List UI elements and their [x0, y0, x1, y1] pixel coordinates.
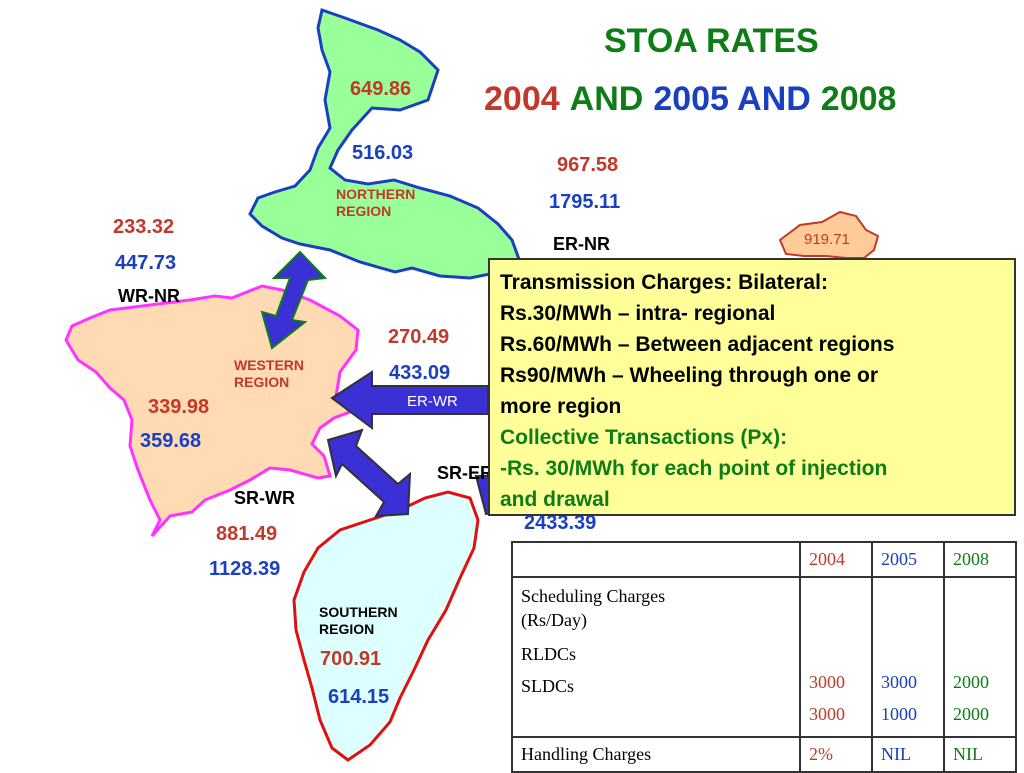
sr-wr-label: SR-WR	[234, 488, 295, 508]
southern-region-label: SOUTHERN REGION	[319, 604, 398, 638]
rldc-2004: 3000	[809, 672, 845, 692]
charges-table: 2004 2005 2008 Scheduling Charges (Rs/Da…	[511, 541, 1017, 773]
title-year-2008: 2008	[820, 80, 897, 118]
infobox-line-7: -Rs. 30/MWh for each point of injection	[500, 457, 888, 480]
handling-label: Handling Charges	[511, 736, 801, 773]
sldc-2004: 3000	[809, 704, 845, 724]
infobox-line-3: Rs.60/MWh – Between adjacent regions	[500, 333, 895, 356]
scheduling-2004-cell: 3000 3000	[799, 576, 873, 738]
transmission-charges-box: Transmission Charges: Bilateral: Rs.30/M…	[488, 258, 1016, 516]
scheduling-2005-cell: 3000 1000	[871, 576, 945, 738]
southern-label-line2: REGION	[319, 621, 375, 637]
western-label-line2: REGION	[234, 374, 290, 390]
sldc-2008: 2000	[953, 704, 989, 724]
wr-nr-arrow	[260, 250, 328, 350]
wr-nr-label: WR-NR	[118, 286, 180, 306]
infobox-line-8: and drawal	[500, 488, 610, 511]
western-label-line1: WESTERN	[234, 357, 304, 373]
er-wr-label: ER-WR	[407, 393, 458, 410]
northern-label-line1: NORTHERN	[336, 186, 416, 202]
sldc-2005: 1000	[881, 704, 917, 724]
sr-er-value-2005: 2433.39	[524, 512, 597, 534]
er-wr-value-2005: 433.09	[389, 362, 451, 384]
sr-wr-value-2004: 881.49	[216, 523, 278, 545]
title-line1: STOA RATES	[604, 22, 819, 60]
western-value-2004: 339.98	[148, 396, 210, 418]
table-row-scheduling: Scheduling Charges (Rs/Day) RLDCs SLDCs …	[511, 576, 1017, 738]
table-header-2004: 2004	[799, 541, 873, 578]
northeast-region-shape	[778, 210, 880, 259]
title-year-2004: 2004	[484, 80, 560, 118]
scheduling-label: Scheduling Charges	[521, 586, 666, 606]
scheduling-unit: (Rs/Day)	[521, 610, 587, 630]
table-header-row: 2004 2005 2008	[511, 541, 1017, 578]
table-header-empty	[511, 541, 801, 578]
southern-value-2004: 700.91	[320, 648, 382, 670]
handling-2004: 2%	[799, 736, 873, 773]
scheduling-2008-cell: 2000 2000	[943, 576, 1017, 738]
er-nr-value-2004: 967.58	[557, 154, 619, 176]
western-region-label: WESTERN REGION	[234, 357, 304, 391]
title-year-2005: 2005 AND	[653, 80, 811, 118]
er-wr-value-2004: 270.49	[388, 326, 450, 348]
rldc-2005: 3000	[881, 672, 917, 692]
table-row-handling: Handling Charges 2% NIL NIL	[511, 736, 1017, 773]
handling-2008: NIL	[943, 736, 1017, 773]
table-header-2005: 2005	[871, 541, 945, 578]
scheduling-label-cell: Scheduling Charges (Rs/Day) RLDCs SLDCs	[511, 576, 801, 738]
table-header-2008: 2008	[943, 541, 1017, 578]
western-value-2005: 359.68	[140, 430, 202, 452]
er-nr-label: ER-NR	[553, 234, 610, 254]
title-line2: 2004 AND 2005 AND 2008	[484, 80, 906, 119]
northeast-value-2004: 919.71	[804, 231, 850, 248]
er-nr-value-2005: 1795.11	[549, 191, 621, 213]
infobox-line-2: Rs.30/MWh – intra- regional	[500, 302, 776, 325]
infobox-line-1: Transmission Charges: Bilateral:	[500, 271, 828, 294]
rldc-label: RLDCs	[521, 644, 577, 664]
northern-value-2004: 649.86	[350, 78, 412, 100]
infobox-line-4: Rs90/MWh – Wheeling through one or	[500, 364, 878, 387]
southern-region-shape	[292, 490, 480, 762]
wr-nr-value-2004: 233.32	[113, 216, 175, 238]
northern-region-label: NORTHERN REGION	[336, 186, 415, 220]
sr-er-label: SR-ER	[437, 463, 494, 483]
western-region-shape	[64, 284, 360, 538]
title-and: AND	[569, 80, 644, 118]
northern-value-2005: 516.03	[352, 142, 414, 164]
southern-value-2005: 614.15	[328, 686, 390, 708]
wr-nr-value-2005: 447.73	[115, 252, 177, 274]
infobox-line-5: more region	[500, 395, 622, 418]
sldc-label: SLDCs	[521, 676, 575, 696]
sr-wr-value-2005: 1128.39	[209, 558, 281, 580]
handling-2005: NIL	[871, 736, 945, 773]
rldc-2008: 2000	[953, 672, 989, 692]
southern-label-line1: SOUTHERN	[319, 604, 398, 620]
infobox-line-6: Collective Transactions (Px):	[500, 426, 788, 449]
northern-label-line2: REGION	[336, 203, 392, 219]
sr-wr-arrow	[326, 428, 412, 518]
